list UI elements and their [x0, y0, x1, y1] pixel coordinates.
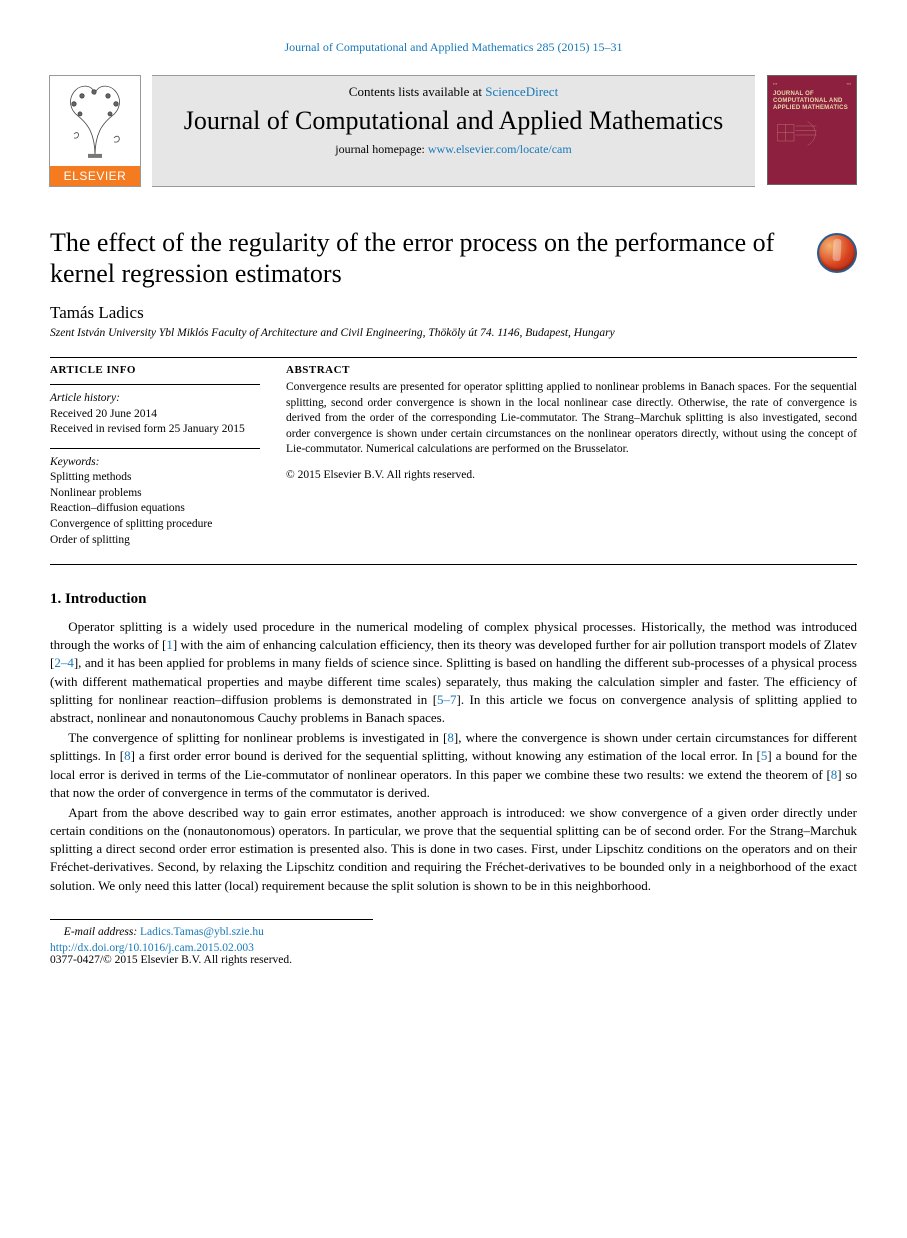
footnote-rule [50, 919, 373, 920]
sciencedirect-link[interactable]: ScienceDirect [485, 84, 558, 99]
author-affiliation: Szent István University Ybl Miklós Facul… [50, 327, 857, 339]
homepage-link[interactable]: www.elsevier.com/locate/cam [428, 142, 572, 156]
abstract-copyright: © 2015 Elsevier B.V. All rights reserved… [286, 468, 857, 484]
abstract-text: Convergence results are presented for op… [286, 380, 857, 458]
section-heading: 1. Introduction [50, 591, 857, 608]
contents-prefix: Contents lists available at [349, 84, 485, 99]
keyword: Splitting methods [50, 471, 131, 483]
running-citation-link[interactable]: Journal of Computational and Applied Mat… [285, 40, 623, 54]
citation-link[interactable]: 5–7 [437, 692, 457, 707]
article-info: ARTICLE INFO Article history: Received 2… [50, 364, 260, 558]
body-paragraph: The convergence of splitting for nonline… [50, 729, 857, 802]
author-name: Tamás Ladics [50, 303, 857, 323]
citation-link[interactable]: 2–4 [54, 655, 74, 670]
doi: http://dx.doi.org/10.1016/j.cam.2015.02.… [50, 942, 857, 954]
body-paragraph: Operator splitting is a widely used proc… [50, 618, 857, 727]
divider [50, 564, 857, 565]
journal-cover-thumb: ▪▪▪▪▪▪ JOURNAL OF COMPUTATIONAL AND APPL… [767, 75, 857, 185]
article-title: The effect of the regularity of the erro… [50, 227, 787, 289]
keyword: Order of splitting [50, 534, 130, 546]
history-revised: Received in revised form 25 January 2015 [50, 423, 245, 435]
abstract: ABSTRACT Convergence results are present… [286, 364, 857, 493]
history-received: Received 20 June 2014 [50, 408, 157, 420]
journal-title: Journal of Computational and Applied Mat… [162, 106, 745, 136]
elsevier-logo: ELSEVIER [49, 75, 141, 187]
abstract-heading: ABSTRACT [286, 364, 857, 376]
keywords-heading: Keywords: [50, 456, 99, 468]
email-link[interactable]: Ladics.Tamas@ybl.szie.hu [140, 926, 264, 938]
running-citation: Journal of Computational and Applied Mat… [50, 40, 857, 55]
publisher-note: 0377-0427/© 2015 Elsevier B.V. All right… [50, 954, 857, 966]
body-paragraph: Apart from the above described way to ga… [50, 804, 857, 895]
keyword: Reaction–diffusion equations [50, 502, 185, 514]
article-info-heading: ARTICLE INFO [50, 364, 260, 376]
corresponding-email: E-mail address: Ladics.Tamas@ybl.szie.hu [50, 926, 857, 938]
keyword: Nonlinear problems [50, 487, 142, 499]
journal-title-panel: Contents lists available at ScienceDirec… [152, 75, 755, 187]
journal-header: ELSEVIER Contents lists available at Sci… [50, 75, 857, 187]
keyword: Convergence of splitting procedure [50, 518, 212, 530]
divider [50, 357, 857, 358]
crossmark-icon[interactable] [817, 233, 857, 273]
history-heading: Article history: [50, 392, 120, 404]
elsevier-wordmark: ELSEVIER [50, 166, 140, 186]
doi-link[interactable]: http://dx.doi.org/10.1016/j.cam.2015.02.… [50, 942, 254, 954]
homepage-prefix: journal homepage: [335, 142, 428, 156]
